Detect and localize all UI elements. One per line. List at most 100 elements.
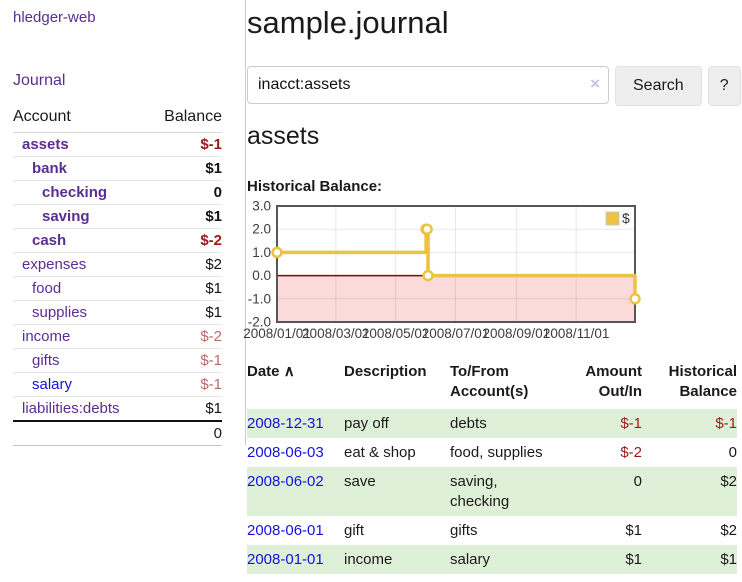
legend-swatch <box>605 211 620 226</box>
transaction-description: eat & shop <box>344 444 416 461</box>
clear-search-icon[interactable]: × <box>590 74 600 93</box>
transactions-table: Date ∧ Description To/From Account(s) Am… <box>247 362 737 574</box>
transaction-row: 2008-01-01 income salary $1 $1 <box>247 545 737 574</box>
transaction-accounts: gifts <box>450 522 478 539</box>
account-link-food[interactable]: food <box>32 280 62 297</box>
search-input-wrapper: × <box>247 66 609 106</box>
page-title: sample.journal <box>247 5 449 40</box>
account-balance: $-1 <box>148 372 222 397</box>
account-link-gifts[interactable]: gifts <box>32 352 60 369</box>
transaction-description: save <box>344 473 376 490</box>
x-axis-tick-label: 2008/07/01 <box>422 326 490 341</box>
transaction-row: 2008-06-03 eat & shop food, supplies $-2 0 <box>247 438 737 467</box>
transaction-balance: 0 <box>728 444 737 461</box>
account-balance: $1 <box>148 300 222 325</box>
y-axis-tick-label: 2.0 <box>252 222 271 237</box>
x-axis-tick-label: 2008/01/01 <box>243 326 311 341</box>
transaction-row: 2008-12-31 pay off debts $-1 $-1 <box>247 409 737 438</box>
account-balance: $-2 <box>148 324 222 349</box>
legend-label: $ <box>622 210 630 226</box>
transaction-amount: $-1 <box>620 415 642 432</box>
account-balance: $-2 <box>148 228 222 253</box>
y-axis-tick-label: 3.0 <box>252 199 271 214</box>
account-balance: $-1 <box>148 348 222 373</box>
header-description: Description <box>344 363 427 380</box>
sort-ascending-icon: ∧ <box>283 363 295 380</box>
account-row: income $-2 <box>13 324 222 349</box>
transaction-amount: 0 <box>633 473 642 490</box>
account-link-liabilities-debts[interactable]: liabilities:debts <box>22 400 120 417</box>
header-amount: Amount Out/In <box>585 363 642 400</box>
account-row: salary $-1 <box>13 372 222 397</box>
transaction-date-link[interactable]: 2008-06-03 <box>247 444 324 461</box>
x-axis-tick-label: 2008/05/01 <box>362 326 430 341</box>
accounts-header-account: Account <box>13 105 149 133</box>
x-axis-tick-label: 2008/03/01 <box>302 326 370 341</box>
account-row: bank $1 <box>13 156 222 181</box>
transaction-accounts: salary <box>450 551 491 568</box>
search-button[interactable]: Search <box>615 66 702 106</box>
transaction-balance: $2 <box>720 473 737 490</box>
account-balance: $-1 <box>148 132 222 157</box>
accounts-header-row: Account Balance <box>13 105 222 133</box>
header-accounts: To/From Account(s) <box>450 363 529 400</box>
account-balance: $1 <box>148 276 222 301</box>
app-title-link[interactable]: hledger-web <box>13 9 96 26</box>
negative-region <box>277 275 635 322</box>
account-row: gifts $-1 <box>13 348 222 373</box>
transaction-amount: $-2 <box>620 444 642 461</box>
sidebar: hledger-web Journal Account Balance asse… <box>0 0 246 446</box>
transaction-description: gift <box>344 522 365 539</box>
account-link-bank[interactable]: bank <box>32 160 68 177</box>
transaction-date-link[interactable]: 2008-06-02 <box>247 473 324 490</box>
account-balance: $1 <box>148 156 222 181</box>
account-link-expenses[interactable]: expenses <box>22 256 87 273</box>
account-link-saving[interactable]: saving <box>42 208 90 225</box>
y-axis-tick-label: 0.0 <box>252 268 271 283</box>
transactions-header-row: Date ∧ Description To/From Account(s) Am… <box>247 362 737 409</box>
data-point <box>422 269 434 282</box>
x-axis-tick-label: 2008/09/01 <box>483 326 551 341</box>
transaction-accounts: food, supplies <box>450 444 543 461</box>
transaction-description: income <box>344 551 393 568</box>
transaction-amount: $1 <box>625 551 642 568</box>
transaction-date-link[interactable]: 2008-06-01 <box>247 522 324 539</box>
data-point <box>271 246 283 259</box>
transaction-balance: $1 <box>720 551 737 568</box>
data-point <box>421 223 433 235</box>
x-axis-tick-label: 2008/11/01 <box>543 326 610 341</box>
y-axis-tick-label: -2.0 <box>248 315 271 330</box>
main-content: sample.journal × Search ? assets Histori… <box>243 0 742 574</box>
account-row: checking 0 <box>13 180 222 205</box>
transaction-row: 2008-06-01 gift gifts $1 $2 <box>247 516 737 545</box>
account-balance: $1 <box>148 396 222 422</box>
chart-title: Historical Balance: <box>247 178 383 195</box>
account-link-income[interactable]: income <box>22 328 71 345</box>
account-heading: assets <box>247 122 320 150</box>
account-balance: 0 <box>148 180 222 205</box>
header-date[interactable]: Date ∧ <box>247 363 295 380</box>
transaction-description: pay off <box>344 415 389 432</box>
header-balance: Historical Balance <box>668 363 737 400</box>
account-row: assets $-1 <box>13 132 222 157</box>
transaction-balance: $-1 <box>715 415 737 432</box>
account-link-supplies[interactable]: supplies <box>32 304 88 321</box>
transaction-date-link[interactable]: 2008-01-01 <box>247 551 324 568</box>
help-button[interactable]: ? <box>707 66 741 106</box>
historical-balance-chart: $3.0 2.0 1.0 0.0 -1.0 -2.0 2008/01/01 2008/03/0… <box>243 199 725 353</box>
sidebar-item-journal[interactable]: Journal <box>13 72 66 89</box>
search-form: × Search ? <box>247 66 742 106</box>
transaction-accounts: debts <box>450 415 487 432</box>
account-link-cash[interactable]: cash <box>32 232 67 249</box>
accounts-total-row: 0 <box>13 420 222 446</box>
account-link-salary[interactable]: salary <box>32 376 73 393</box>
account-link-checking[interactable]: checking <box>42 184 108 201</box>
transaction-balance: $2 <box>720 522 737 539</box>
account-row: saving $1 <box>13 204 222 229</box>
search-input[interactable] <box>247 66 609 104</box>
account-link-assets[interactable]: assets <box>22 136 69 153</box>
y-axis-tick-label: 1.0 <box>252 245 271 260</box>
account-row: cash $-2 <box>13 228 222 253</box>
transaction-row: 2008-06-02 save saving, checking 0 $2 <box>247 467 737 516</box>
transaction-date-link[interactable]: 2008-12-31 <box>247 415 324 432</box>
